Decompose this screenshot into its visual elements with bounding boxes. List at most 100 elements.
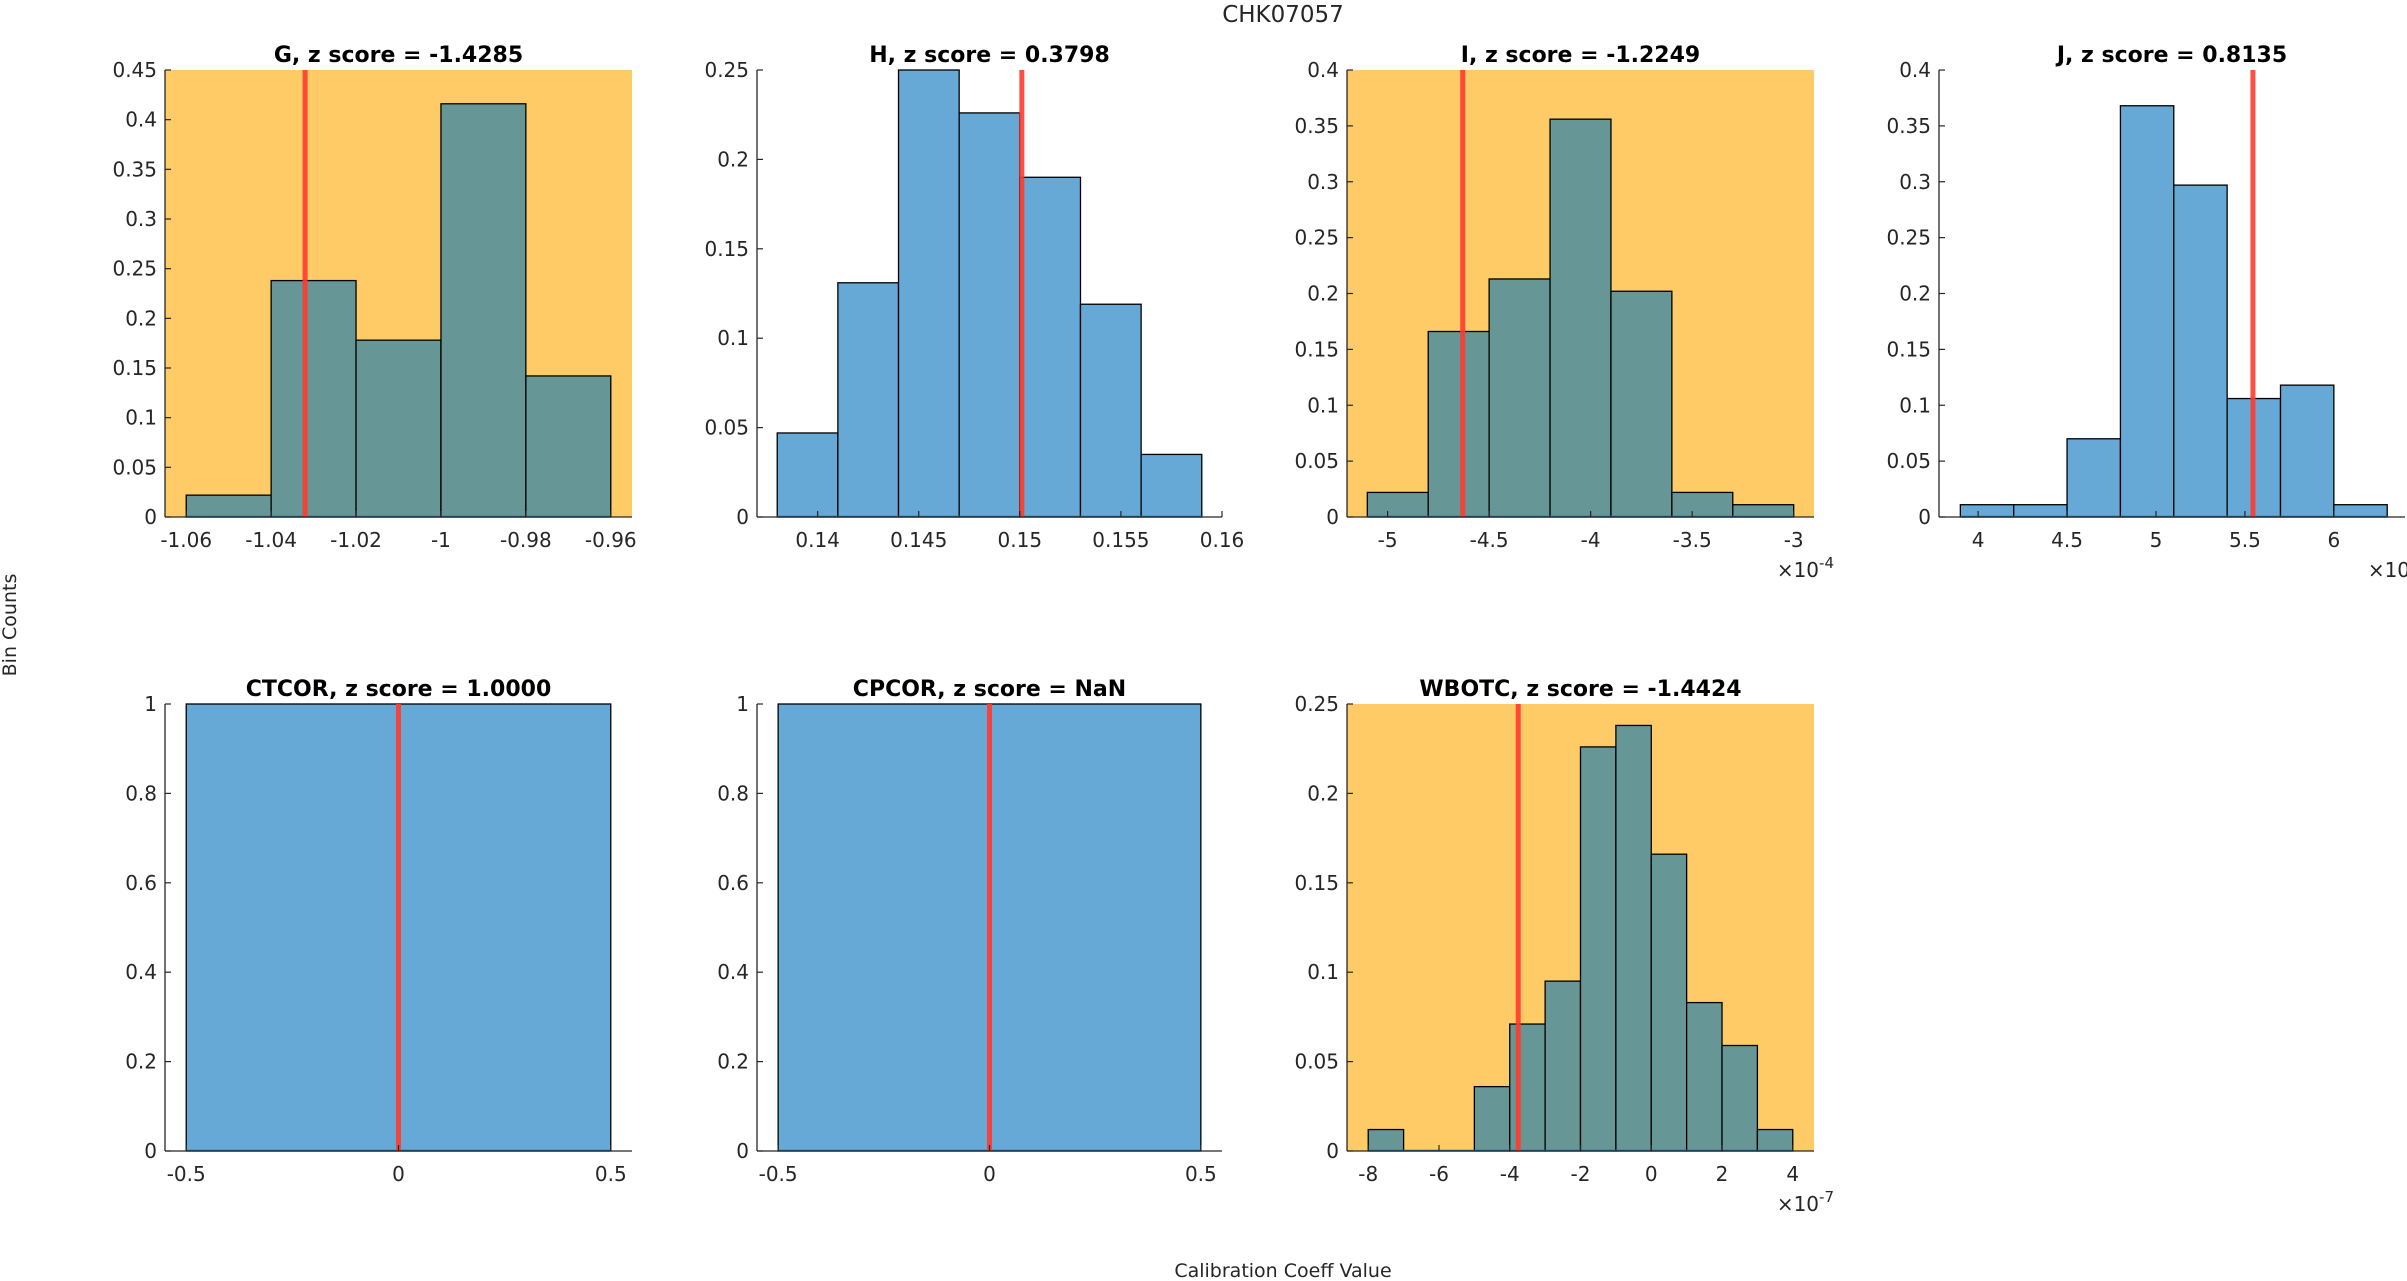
y-tick-label: 0.45 — [112, 58, 157, 82]
y-tick-label: 0.4 — [1307, 58, 1339, 82]
subplot-title: I, z score = -1.2249 — [1461, 43, 1700, 68]
histogram-bar — [440, 103, 527, 518]
histogram-bar — [185, 494, 272, 518]
histogram-bar — [1721, 1044, 1759, 1152]
y-tick-label: 0.25 — [1294, 692, 1339, 716]
subplot-title: J, z score = 0.8135 — [2055, 43, 2287, 68]
x-tick-label: 0.5 — [1185, 1162, 1217, 1186]
y-tick-label: 1 — [144, 692, 157, 716]
subplot-4: 0 0.05 0.1 0.15 0.2 0.25 0.3 0.35 0.4 4 4.5 5 5.5 6 ×1… — [1886, 43, 2407, 582]
y-tick-label: 0.2 — [1307, 282, 1339, 306]
x-tick-label: 0.155 — [1092, 528, 1149, 552]
y-tick-label: 0.4 — [125, 960, 157, 984]
y-tick-label: 0 — [144, 505, 157, 529]
histogram-bar — [1427, 330, 1490, 518]
y-tick-label: 0 — [736, 1139, 749, 1163]
histogram-bar — [1473, 1085, 1511, 1152]
histogram-bar — [2333, 504, 2388, 518]
subplot-title: H, z score = 0.3798 — [869, 43, 1110, 68]
y-tick-label: 0.35 — [1294, 114, 1339, 138]
histogram-bar — [1671, 491, 1734, 518]
histogram-bar — [1140, 453, 1203, 518]
y-tick-label: 0.25 — [1886, 226, 1931, 250]
histogram-bar — [1544, 980, 1582, 1152]
y-tick-label: 0.35 — [112, 157, 157, 181]
histogram-bar — [1549, 118, 1612, 518]
y-tick-label: 0.2 — [125, 306, 157, 330]
histogram-bar — [1579, 746, 1617, 1152]
subplot-7: 0 0.05 0.1 0.15 0.2 0.25 -8 -6 -4 -2 0 2 4×10-7 WBOTC… — [1294, 677, 1834, 1216]
histogram-bar — [270, 279, 357, 518]
histogram-bar — [1488, 278, 1551, 518]
x-tick-label: 4 — [1786, 1162, 1799, 1186]
x-tick-label: -1.04 — [245, 528, 297, 552]
subplot-1: 0 0.05 0.1 0.15 0.2 0.25 0.3 0.35 0.4 0.45 -1.06 -1… — [112, 43, 636, 552]
y-tick-label: 0.1 — [1307, 393, 1339, 417]
y-tick-label: 0.6 — [717, 871, 749, 895]
figure-title: CHK07057 — [1222, 2, 1344, 28]
x-tick-label: 0.5 — [595, 1162, 627, 1186]
x-exponent-label: ×10-4 — [1777, 554, 1834, 582]
x-tick-label: -0.5 — [759, 1162, 798, 1186]
y-tick-label: 0.2 — [125, 1050, 157, 1074]
x-tick-label: -0.98 — [500, 528, 552, 552]
y-tick-label: 0.6 — [125, 871, 157, 895]
x-tick-label: 0 — [392, 1162, 405, 1186]
y-tick-label: 0.1 — [1899, 393, 1931, 417]
x-tick-label: -0.5 — [167, 1162, 206, 1186]
histogram-bar — [837, 282, 900, 518]
y-tick-label: 1 — [736, 692, 749, 716]
y-tick-label: 0.4 — [1899, 58, 1931, 82]
y-tick-label: 0.05 — [112, 455, 157, 479]
histogram-bar — [2066, 438, 2122, 518]
y-tick-label: 0.05 — [1294, 1050, 1339, 1074]
y-tick-label: 0.15 — [704, 237, 749, 261]
y-axis-label: Bin Counts — [0, 574, 21, 677]
y-tick-label: 0.35 — [1886, 114, 1931, 138]
subplot-2: 0 0.05 0.1 0.15 0.2 0.25 0.14 0.145 0.15 0.155 0.1… — [704, 43, 1244, 552]
x-tick-label: 0 — [1645, 1162, 1658, 1186]
y-tick-label: 0.15 — [1294, 337, 1339, 361]
y-tick-label: 0 — [1326, 1139, 1339, 1163]
y-tick-label: 0.3 — [1899, 170, 1931, 194]
histogram-bar — [2173, 184, 2228, 518]
y-tick-label: 0.4 — [717, 960, 749, 984]
histogram-bar — [776, 432, 839, 518]
histogram-bar — [1509, 1023, 1546, 1152]
x-tick-label: 2 — [1716, 1162, 1729, 1186]
y-tick-label: 0 — [1326, 505, 1339, 529]
x-tick-label: -3 — [1784, 528, 1804, 552]
histogram-bar — [1079, 303, 1142, 518]
histogram-bar — [958, 112, 1021, 518]
x-tick-label: 6 — [2327, 528, 2340, 552]
x-tick-label: -1 — [431, 528, 451, 552]
subplot-title: CTCOR, z score = 1.0000 — [246, 677, 552, 702]
x-axis-label: Calibration Coeff Value — [1174, 1260, 1391, 1281]
histogram-bar — [1367, 1128, 1405, 1152]
y-tick-label: 0.1 — [1307, 960, 1339, 984]
x-tick-label: -2 — [1571, 1162, 1591, 1186]
x-tick-label: 0.15 — [998, 528, 1043, 552]
histogram-bar — [355, 339, 442, 518]
histogram-bar — [1610, 290, 1673, 518]
histogram-bar — [2013, 504, 2068, 518]
y-tick-label: 0.25 — [704, 58, 749, 82]
subplot-5: 0 0.2 0.4 0.6 0.8 1 -0.5 0 0.5 CTCOR, z score = 1… — [125, 677, 632, 1186]
histogram-bar — [1756, 1128, 1794, 1152]
histogram-bar — [1959, 504, 2015, 518]
x-tick-label: -5 — [1378, 528, 1398, 552]
y-tick-label: 0.8 — [717, 781, 749, 805]
histogram-bar — [2279, 384, 2335, 518]
y-tick-label: 0.1 — [125, 406, 157, 430]
subplot-3: 0 0.05 0.1 0.15 0.2 0.25 0.3 0.35 0.4 -5 -4.5 -4 -3.… — [1294, 43, 1834, 582]
histogram-bar — [1732, 504, 1795, 518]
x-exponent-label: ×10-5 — [2368, 554, 2407, 582]
x-tick-label: -0.96 — [585, 528, 637, 552]
subplot-title: CPCOR, z score = NaN — [853, 677, 1126, 702]
y-tick-label: 0.15 — [1886, 337, 1931, 361]
y-tick-label: 0 — [736, 505, 749, 529]
y-tick-label: 0.05 — [704, 416, 749, 440]
histogram-bar — [1650, 853, 1688, 1152]
x-tick-label: -6 — [1429, 1162, 1449, 1186]
x-tick-label: -4 — [1581, 528, 1601, 552]
